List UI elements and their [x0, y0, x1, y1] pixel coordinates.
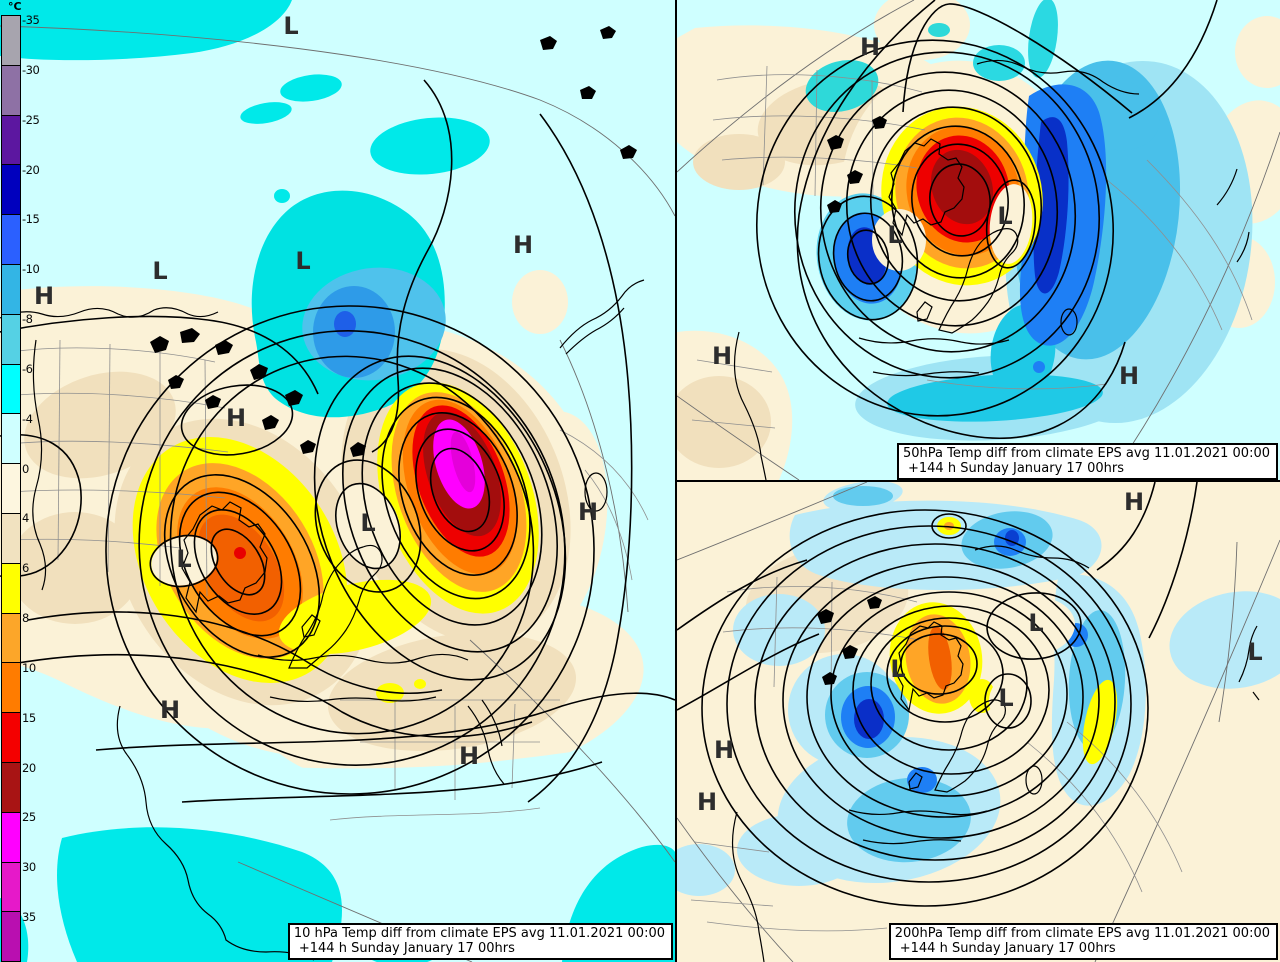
graticule — [0, 25, 675, 962]
caption-10hpa-line2: +144 h Sunday January 17 00hrs — [298, 941, 515, 956]
height-contours — [0, 79, 675, 803]
caption-50hpa: 50hPa Temp diff from climate EPS avg 11.… — [897, 443, 1278, 480]
islands — [827, 116, 887, 213]
panel-50hpa: 50hPa Temp diff from climate EPS avg 11.… — [677, 0, 1280, 482]
panel-200hpa: 200hPa Temp diff from climate EPS avg 11… — [677, 482, 1280, 962]
islands — [150, 26, 637, 457]
caption-10hpa: 10 hPa Temp diff from climate EPS avg 11… — [287, 923, 673, 960]
map-200hpa-svg — [677, 482, 1280, 962]
graticule — [677, 482, 1280, 962]
panel-10hpa: 10 hPa Temp diff from climate EPS avg 11… — [0, 0, 677, 962]
caption-50hpa-line1: 50hPa Temp diff from climate EPS avg 11.… — [903, 446, 1270, 461]
caption-200hpa-line1: 200hPa Temp diff from climate EPS avg 11… — [894, 926, 1270, 941]
caption-200hpa-line2: +144 h Sunday January 17 00hrs — [899, 941, 1116, 956]
caption-200hpa: 200hPa Temp diff from climate EPS avg 11… — [888, 923, 1278, 960]
graticule — [677, 0, 1280, 480]
height-contours — [677, 482, 1198, 907]
height-contours — [756, 0, 1218, 440]
map-10hpa-svg — [0, 0, 675, 962]
map-50hpa-svg — [677, 0, 1280, 480]
caption-10hpa-line1: 10 hPa Temp diff from climate EPS avg 11… — [293, 926, 665, 941]
caption-50hpa-line2: +144 h Sunday January 17 00hrs — [908, 461, 1124, 476]
